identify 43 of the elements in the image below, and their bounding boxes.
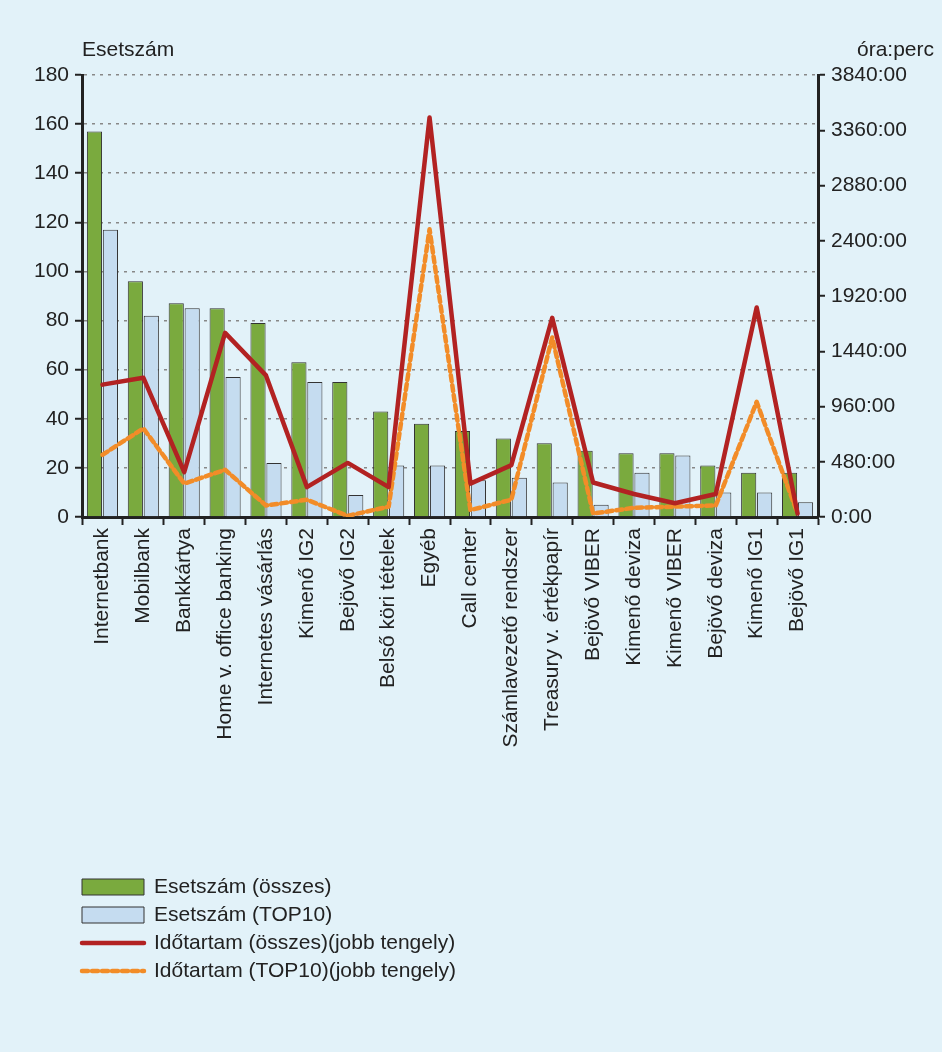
x-tick-label: Kimenő IG1 [743,528,767,639]
x-tick-label: Bejövő deviza [702,527,726,659]
x-tick-label: Home v. office banking [211,528,235,740]
y2-tick-label: 3360:00 [831,117,907,141]
y-tick-label: 80 [45,307,69,331]
x-tick-label: Kimenő VIBER [661,528,685,669]
x-tick-label: Kimenő deviza [620,527,644,666]
y-tick-label: 180 [33,61,69,85]
x-tick-label: Számlavezető rendszer [498,528,522,748]
x-tick-label: Bejövő VIBER [579,528,603,662]
y-tick-label: 120 [33,209,69,233]
y2-tick-label: 1440:00 [831,338,907,362]
x-tick-label: Treasury v. értékpapír [539,528,563,732]
y-tick-label: 100 [33,258,69,282]
y-axis-title: Esetszám [82,37,175,61]
y-tick-label: 0 [57,503,69,527]
y2-tick-label: 1920:00 [831,282,907,306]
x-tick-label: Call center [457,528,481,629]
x-tick-label: Internetes vásárlás [252,528,276,706]
legend-label: Időtartam (összes)(jobb tengely) [154,929,456,953]
y-tick-label: 40 [45,405,69,429]
y2-tick-label: 2880:00 [831,172,907,196]
legend-label: Esetszám (TOP10) [154,901,333,925]
y-tick-label: 160 [33,110,69,134]
y2-tick-label: 0:00 [831,503,872,527]
x-tick-label: Bejövő IG2 [334,528,358,632]
legend-label: Időtartam (TOP10)(jobb tengely) [154,957,456,981]
y2-tick-label: 3840:00 [831,61,907,85]
y2-tick-label: 2400:00 [831,227,907,251]
y-tick-label: 20 [45,454,69,478]
x-tick-label: Bankkártya [171,527,195,634]
x-tick-label: Bejövő IG1 [784,528,808,632]
y-tick-label: 140 [33,160,69,184]
legend-label: Esetszám (összes) [154,873,332,897]
y2-tick-label: 480:00 [831,448,896,472]
y2-tick-label: 960:00 [831,393,896,417]
y2-axis-title: óra:perc [856,37,934,61]
x-tick-label: Kimenő IG2 [293,528,317,639]
x-tick-label: Mobilbank [130,527,154,624]
x-tick-label: Egyéb [416,528,440,588]
x-tick-label: Belső köri tételek [375,527,399,688]
y-tick-label: 60 [45,356,69,380]
x-tick-label: Internetbank [89,527,113,645]
